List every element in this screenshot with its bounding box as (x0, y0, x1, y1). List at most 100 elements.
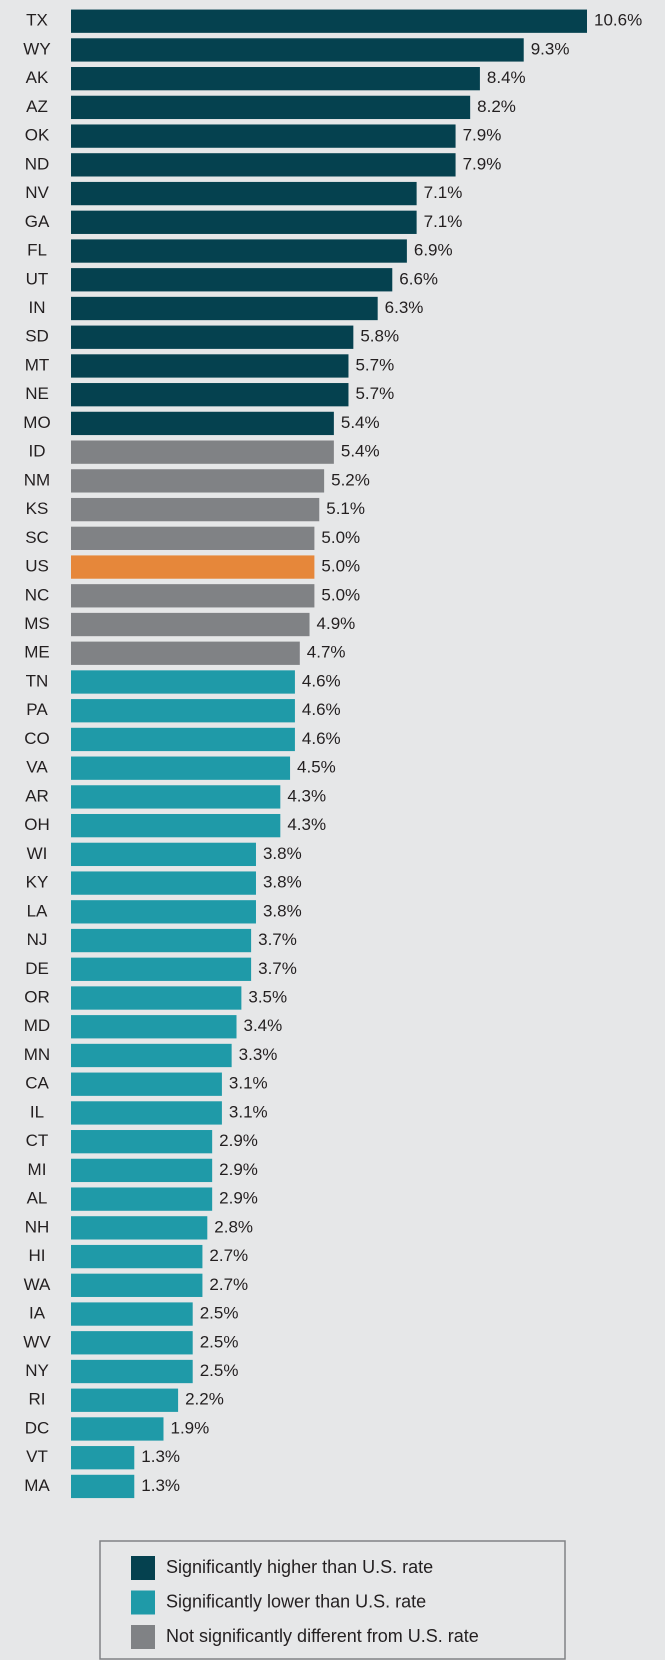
value-label: 7.9% (463, 126, 502, 145)
category-label: KS (26, 499, 49, 518)
value-label: 3.7% (258, 930, 297, 949)
value-label: 3.8% (263, 901, 302, 920)
value-label: 5.7% (355, 355, 394, 374)
value-label: 3.1% (229, 1102, 268, 1121)
category-label: NC (25, 585, 50, 604)
category-label: TN (26, 671, 49, 690)
category-label: MI (28, 1160, 47, 1179)
value-label: 1.3% (141, 1447, 180, 1466)
category-label: WI (27, 844, 48, 863)
bar (71, 325, 354, 349)
bar (71, 124, 456, 148)
value-label: 5.1% (326, 499, 365, 518)
value-label: 4.3% (287, 815, 326, 834)
value-label: 2.5% (200, 1361, 239, 1380)
bar (71, 67, 480, 91)
bar (71, 1216, 208, 1240)
bar (71, 239, 407, 263)
bar (71, 957, 252, 981)
bar (71, 1015, 237, 1039)
category-label: NV (25, 183, 49, 202)
bar (71, 555, 315, 579)
category-label: AL (27, 1189, 48, 1208)
bar (71, 641, 300, 665)
category-label: CA (25, 1074, 49, 1093)
bar (71, 38, 524, 62)
category-label: OR (24, 988, 50, 1007)
category-label: AZ (26, 97, 48, 116)
value-label: 6.9% (414, 241, 453, 260)
category-label: WA (24, 1275, 51, 1294)
category-label: AK (26, 68, 49, 87)
category-label: CO (24, 729, 50, 748)
category-label: LA (27, 901, 48, 920)
bar (71, 1302, 193, 1326)
value-label: 5.7% (355, 384, 394, 403)
bar (71, 584, 315, 608)
bar (71, 1388, 179, 1412)
category-label: NY (25, 1361, 49, 1380)
value-label: 4.3% (287, 786, 326, 805)
category-label: VT (26, 1447, 48, 1466)
category-label: MD (24, 1016, 50, 1035)
category-label: DE (25, 959, 49, 978)
bar (71, 1273, 203, 1297)
bar (71, 411, 334, 436)
bar (71, 1187, 213, 1211)
legend-label: Significantly lower than U.S. rate (166, 1591, 426, 1611)
bar (71, 727, 295, 752)
bar (71, 95, 471, 120)
category-label: UT (26, 269, 49, 288)
bar (71, 9, 587, 33)
bar (71, 813, 281, 838)
value-label: 4.9% (317, 614, 356, 633)
bar (71, 268, 393, 292)
value-label: 3.8% (263, 873, 302, 892)
bar (71, 1101, 222, 1125)
bar (71, 153, 456, 177)
bar (71, 497, 320, 522)
bar (71, 354, 349, 378)
bar (71, 1331, 193, 1355)
value-label: 4.5% (297, 758, 336, 777)
bar (71, 440, 334, 464)
bar (71, 1359, 193, 1384)
category-label: KY (26, 873, 49, 892)
value-label: 3.7% (258, 959, 297, 978)
value-label: 8.4% (487, 68, 526, 87)
bar (71, 1446, 135, 1470)
value-label: 3.1% (229, 1074, 268, 1093)
category-label: MT (25, 355, 50, 374)
bar (71, 1244, 203, 1269)
category-label: MA (24, 1476, 50, 1495)
value-label: 1.3% (141, 1476, 180, 1495)
category-label: FL (27, 241, 47, 260)
value-label: 2.7% (209, 1246, 248, 1265)
bar (71, 1043, 232, 1068)
category-label: NM (24, 470, 50, 489)
category-label: OH (24, 815, 50, 834)
category-label: AR (25, 786, 49, 805)
value-label: 5.4% (341, 413, 380, 432)
category-label: NH (25, 1217, 50, 1236)
legend-swatch (131, 1556, 155, 1580)
bar (71, 986, 242, 1010)
bar (71, 756, 291, 780)
category-label: RI (29, 1390, 46, 1409)
value-label: 8.2% (477, 97, 516, 116)
bar (71, 1474, 135, 1499)
bar (71, 1417, 164, 1441)
value-label: 2.7% (209, 1275, 248, 1294)
bar (71, 181, 417, 206)
value-label: 5.0% (321, 557, 360, 576)
value-label: 5.0% (321, 528, 360, 547)
bar (71, 1158, 213, 1183)
legend-swatch (131, 1625, 155, 1649)
value-label: 3.8% (263, 844, 302, 863)
bar (71, 785, 281, 809)
value-label: 4.7% (307, 643, 346, 662)
category-label: NE (25, 384, 49, 403)
category-label: SD (25, 327, 49, 346)
value-label: 5.0% (321, 585, 360, 604)
